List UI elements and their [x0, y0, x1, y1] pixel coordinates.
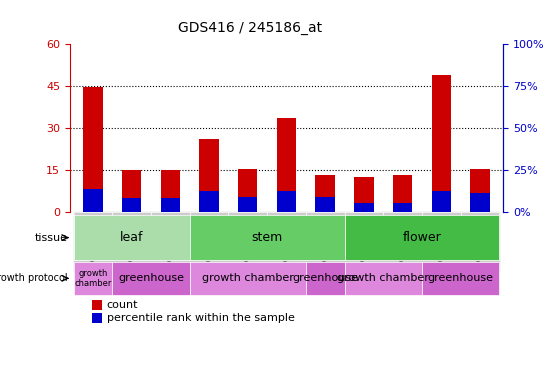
- Bar: [122, 198, 141, 213]
- Text: growth
chamber: growth chamber: [74, 269, 112, 288]
- FancyBboxPatch shape: [190, 213, 229, 260]
- Text: flower: flower: [402, 231, 441, 244]
- Bar: [383, 213, 422, 272]
- Bar: [74, 215, 190, 260]
- Bar: [393, 175, 412, 213]
- FancyBboxPatch shape: [461, 213, 499, 260]
- Bar: [344, 213, 383, 272]
- Text: greenhouse: greenhouse: [428, 273, 494, 283]
- Bar: [432, 75, 451, 213]
- Bar: [277, 191, 296, 213]
- FancyBboxPatch shape: [306, 213, 344, 260]
- Bar: [238, 169, 258, 213]
- Bar: [354, 203, 373, 213]
- Bar: [161, 198, 180, 213]
- Bar: [470, 169, 490, 213]
- Bar: [238, 197, 258, 213]
- Bar: [306, 262, 344, 295]
- Bar: [74, 262, 112, 295]
- FancyBboxPatch shape: [422, 213, 461, 260]
- FancyBboxPatch shape: [267, 213, 306, 260]
- Bar: [267, 213, 306, 272]
- Bar: [432, 191, 451, 213]
- Bar: [344, 262, 422, 295]
- Bar: [83, 188, 103, 213]
- Text: growth protocol: growth protocol: [0, 273, 68, 283]
- Bar: [74, 213, 112, 272]
- FancyBboxPatch shape: [344, 213, 383, 260]
- FancyBboxPatch shape: [112, 213, 151, 260]
- Bar: [422, 262, 499, 295]
- FancyBboxPatch shape: [383, 213, 422, 260]
- FancyBboxPatch shape: [229, 213, 267, 260]
- Bar: [92, 313, 102, 323]
- Text: count: count: [107, 300, 138, 310]
- Bar: [190, 215, 344, 260]
- Text: tissue: tissue: [35, 233, 68, 243]
- Bar: [461, 213, 499, 272]
- Bar: [354, 178, 373, 213]
- Bar: [122, 170, 141, 213]
- Text: growth chamber: growth chamber: [202, 273, 293, 283]
- Bar: [315, 175, 335, 213]
- Bar: [200, 139, 219, 213]
- Text: leaf: leaf: [120, 231, 144, 244]
- Text: growth chamber: growth chamber: [337, 273, 429, 283]
- Bar: [190, 262, 306, 295]
- Bar: [161, 170, 180, 213]
- Bar: [229, 213, 267, 272]
- Bar: [112, 213, 151, 272]
- Text: greenhouse: greenhouse: [118, 273, 184, 283]
- Bar: [92, 300, 102, 310]
- Bar: [277, 118, 296, 213]
- Text: GDS416 / 245186_at: GDS416 / 245186_at: [178, 21, 323, 36]
- Bar: [470, 193, 490, 213]
- Text: greenhouse: greenhouse: [292, 273, 358, 283]
- Bar: [200, 191, 219, 213]
- Bar: [112, 262, 190, 295]
- FancyBboxPatch shape: [74, 213, 112, 260]
- Bar: [315, 197, 335, 213]
- Bar: [190, 213, 229, 272]
- Bar: [393, 203, 412, 213]
- Text: percentile rank within the sample: percentile rank within the sample: [107, 313, 295, 323]
- Bar: [344, 215, 499, 260]
- Text: stem: stem: [252, 231, 283, 244]
- Bar: [422, 213, 461, 272]
- FancyBboxPatch shape: [151, 213, 190, 260]
- Bar: [306, 213, 344, 272]
- Bar: [83, 87, 103, 213]
- Bar: [151, 213, 190, 272]
